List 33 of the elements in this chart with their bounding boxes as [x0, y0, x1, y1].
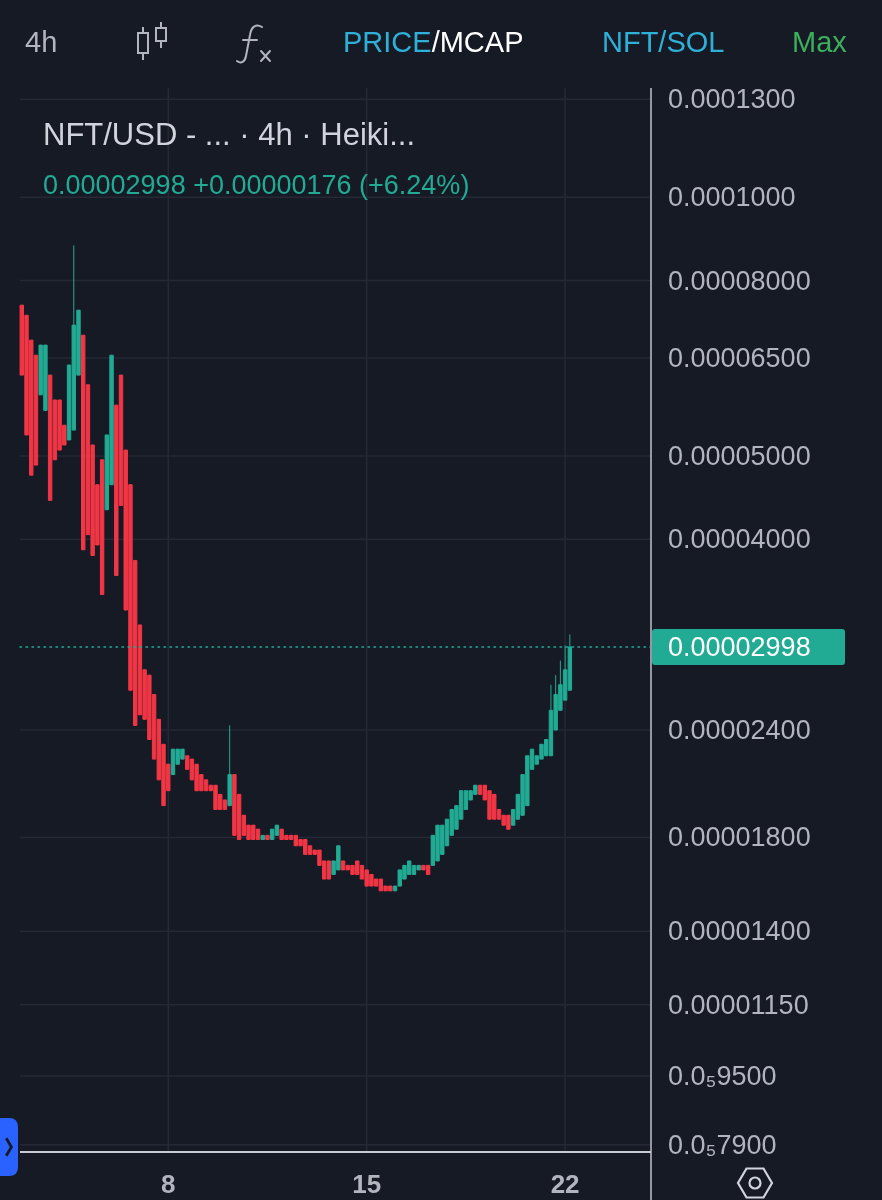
y-tick-label: 0.00004000	[668, 524, 811, 555]
text: Max	[792, 26, 848, 58]
candlestick	[416, 864, 421, 871]
y-tick-label: 0.00002400	[668, 715, 811, 746]
y-tick-label: 0.00001400	[668, 916, 811, 947]
x-tick-label: 15	[352, 1169, 382, 1199]
y-tick-label: 0.0₅7900	[668, 1129, 777, 1160]
y-tick-label: 0.00008000	[668, 265, 811, 296]
candlestick	[260, 834, 265, 840]
candlestick	[227, 724, 232, 807]
y-tick-label: 0.0₅9500	[668, 1060, 777, 1091]
y-tick-label: 0.0001300	[668, 84, 796, 115]
y-tick-label: 0.00001800	[668, 822, 811, 853]
candlestick	[265, 834, 270, 840]
text: NFT/USD - ... · 4h · Heiki...	[43, 116, 416, 152]
candlestick	[270, 828, 275, 840]
text: PRICE/MCAP	[343, 26, 524, 58]
x-tick-label: 8	[161, 1169, 176, 1199]
ref-line-label: 0.00002998	[668, 631, 811, 662]
y-tick-label: 0.00001150	[668, 989, 809, 1020]
candlestick	[293, 834, 299, 847]
y-tick-label: 0.00006500	[668, 343, 811, 374]
candlestick	[421, 864, 426, 871]
candlestick	[81, 334, 86, 551]
candlestick	[340, 860, 346, 871]
y-tick-label: 0.00005000	[668, 441, 811, 472]
text: 4h	[25, 26, 58, 58]
candlestick	[373, 878, 379, 887]
text: NFT/SOL	[602, 26, 725, 58]
x-tick-label: 22	[550, 1169, 580, 1199]
y-tick-label: 0.0001000	[668, 182, 796, 213]
candlestick	[232, 774, 237, 836]
text: 0.00002998 +0.00000176 (+6.24%)	[43, 170, 470, 200]
